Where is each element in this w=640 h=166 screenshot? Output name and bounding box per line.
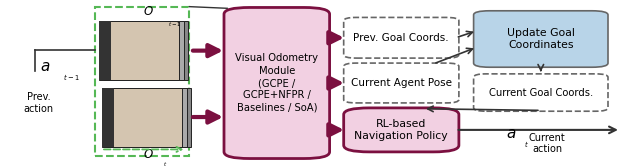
- Text: Current Goal Coords.: Current Goal Coords.: [489, 87, 593, 98]
- Bar: [108, 21, 188, 80]
- Bar: [99, 21, 111, 80]
- Text: $O$: $O$: [143, 148, 154, 161]
- Bar: [102, 88, 114, 147]
- Text: Prev.
action: Prev. action: [23, 92, 54, 114]
- FancyBboxPatch shape: [474, 74, 608, 111]
- FancyBboxPatch shape: [344, 108, 459, 152]
- FancyBboxPatch shape: [344, 63, 459, 103]
- Bar: [95, 7, 189, 156]
- Bar: [111, 88, 191, 147]
- Text: $_{t}$: $_{t}$: [163, 160, 167, 166]
- Text: $O$: $O$: [143, 5, 154, 18]
- Text: $a$: $a$: [506, 126, 516, 141]
- FancyBboxPatch shape: [474, 11, 608, 67]
- Text: $_{t-1}$: $_{t-1}$: [168, 20, 181, 29]
- Bar: [102, 88, 182, 147]
- Text: Prev. Goal Coords.: Prev. Goal Coords.: [353, 33, 449, 43]
- Text: $_{t-1}$: $_{t-1}$: [63, 73, 79, 83]
- Text: $a$: $a$: [40, 59, 50, 74]
- Text: Update Goal
Coordinates: Update Goal Coordinates: [507, 28, 575, 50]
- Text: RL-based
Navigation Policy: RL-based Navigation Policy: [355, 119, 448, 141]
- Text: Visual Odometry
Module
(GCPE /
GCPE+NFPR /
Baselines / SoA): Visual Odometry Module (GCPE / GCPE+NFPR…: [236, 53, 318, 113]
- Text: Current
action: Current action: [529, 133, 566, 154]
- FancyBboxPatch shape: [344, 17, 459, 58]
- Text: $_{t}$: $_{t}$: [524, 140, 529, 150]
- Bar: [104, 21, 184, 80]
- Text: Current Agent Pose: Current Agent Pose: [351, 78, 452, 88]
- Bar: [99, 21, 179, 80]
- FancyBboxPatch shape: [224, 7, 330, 159]
- Bar: [107, 88, 187, 147]
